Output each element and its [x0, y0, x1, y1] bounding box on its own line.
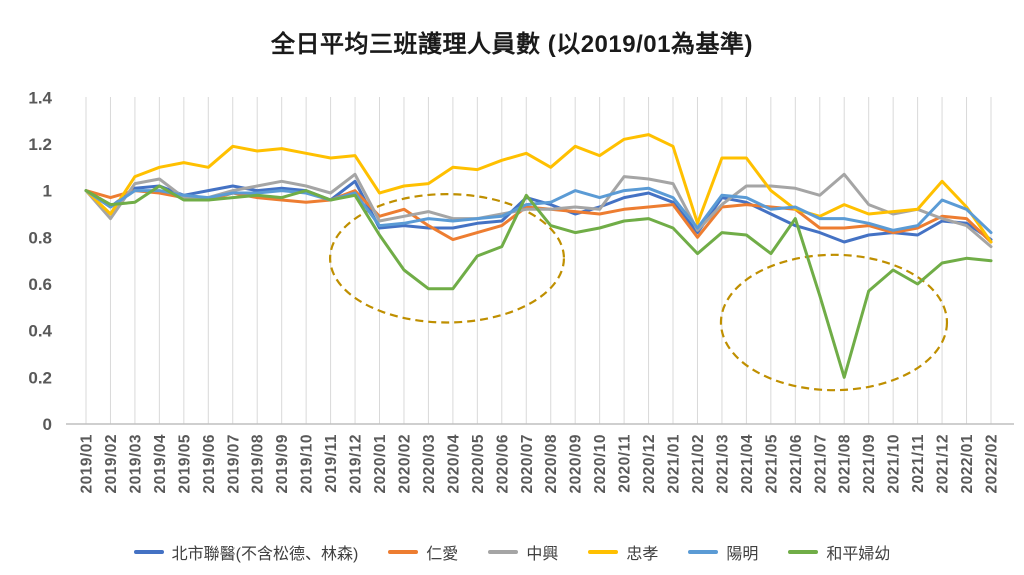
x-tick-label: 2020/03	[421, 434, 438, 494]
x-tick-label: 2019/03	[127, 434, 144, 494]
x-tick-label: 2022/02	[983, 434, 1000, 494]
x-tick-label: 2021/07	[812, 434, 829, 494]
legend-label-0: 北市聯醫(不含松德、林森)	[171, 546, 359, 563]
series-line-0	[84, 179, 993, 244]
x-tick-label: 2021/08	[837, 434, 854, 494]
series-line-5	[84, 184, 993, 379]
x-tick-label: 2019/04	[152, 434, 169, 494]
x-tick-label: 2021/03	[714, 434, 731, 494]
legend-label-2: 中興	[526, 546, 559, 563]
annotation-ellipse-2	[719, 253, 949, 392]
series-line-4	[84, 186, 993, 235]
x-tick-label: 2021/01	[666, 434, 683, 494]
legend-item-4: 陽明	[688, 540, 758, 564]
y-tick-label: 0.4	[28, 322, 52, 341]
x-tick-label: 2019/06	[201, 434, 218, 494]
legend-swatch-4	[688, 550, 719, 554]
x-tick-label: 2022/01	[959, 434, 976, 494]
y-tick-label: 0	[43, 415, 52, 434]
legend-item-2: 中興	[488, 540, 558, 564]
x-tick-label: 2021/02	[690, 434, 707, 494]
x-tick-label: 2020/04	[445, 434, 462, 494]
x-tick-label: 2021/09	[861, 434, 878, 494]
series-line-3	[84, 133, 993, 244]
x-tick-label: 2019/09	[274, 434, 291, 494]
y-tick-label: 1.4	[28, 88, 52, 107]
x-tick-label: 2020/02	[396, 434, 413, 494]
y-tick-label: 0.6	[28, 275, 52, 294]
legend-item-0: 北市聯醫(不含松德、林森)	[133, 540, 359, 564]
x-tick-label: 2020/07	[519, 434, 536, 494]
legend-label-3: 忠孝	[626, 546, 659, 563]
legend-swatch-0	[133, 550, 164, 554]
legend-label-4: 陽明	[726, 546, 759, 563]
x-tick-label: 2021/04	[739, 434, 756, 494]
legend-item-3: 忠孝	[588, 540, 658, 564]
x-tick-label: 2019/07	[225, 434, 242, 494]
x-tick-label: 2021/11	[910, 434, 927, 493]
y-tick-label: 0.8	[28, 228, 52, 247]
y-tick-label: 1.2	[28, 135, 52, 154]
x-tick-label: 2019/05	[176, 434, 193, 494]
x-tick-label: 2020/11	[617, 434, 634, 493]
annotation-ellipse-1	[329, 193, 566, 324]
chart-legend: 北市聯醫(不含松德、林森) 仁愛 中興 忠孝 陽明 和平婦幼	[0, 540, 1024, 564]
legend-swatch-2	[488, 550, 519, 554]
legend-swatch-1	[388, 550, 419, 554]
y-tick-label: 0.2	[28, 368, 52, 387]
legend-swatch-5	[788, 550, 819, 554]
x-tick-label: 2019/11	[323, 434, 340, 493]
x-tick-label: 2021/05	[763, 434, 780, 494]
x-tick-label: 2020/01	[372, 434, 389, 494]
x-tick-label: 2019/10	[299, 434, 316, 494]
legend-label-1: 仁愛	[426, 546, 459, 563]
x-tick-label: 2021/10	[886, 434, 903, 494]
x-tick-label: 2021/12	[935, 434, 952, 494]
legend-label-5: 和平婦幼	[826, 546, 891, 563]
x-tick-label: 2020/08	[543, 434, 560, 494]
x-axis-labels: 2019/01 2019/02 2019/03 2019/04 2019/05 2019/…	[79, 434, 1001, 494]
x-tick-label: 2019/12	[348, 434, 365, 494]
gridlines-group	[85, 97, 992, 424]
x-tick-label: 2019/08	[250, 434, 267, 494]
x-tick-label: 2020/10	[592, 434, 609, 494]
x-tick-label: 2020/09	[568, 434, 585, 494]
x-tick-label: 2020/06	[494, 434, 511, 494]
y-tick-label: 1	[43, 182, 52, 201]
legend-item-1: 仁愛	[388, 540, 458, 564]
x-tick-label: 2019/01	[79, 434, 96, 494]
legend-item-5: 和平婦幼	[788, 540, 890, 564]
x-tick-label: 2020/05	[470, 434, 487, 494]
legend-swatch-3	[588, 550, 619, 554]
chart-title: 全日平均三班護理人員數 (以2019/01為基準)	[271, 31, 753, 58]
x-tick-label: 2020/12	[641, 434, 658, 494]
x-tick-label: 2021/06	[788, 434, 805, 494]
x-tick-label: 2019/02	[103, 434, 120, 494]
y-axis-labels: 0 0.2 0.4 0.6 0.8 1 1.2 1.4	[28, 88, 52, 434]
